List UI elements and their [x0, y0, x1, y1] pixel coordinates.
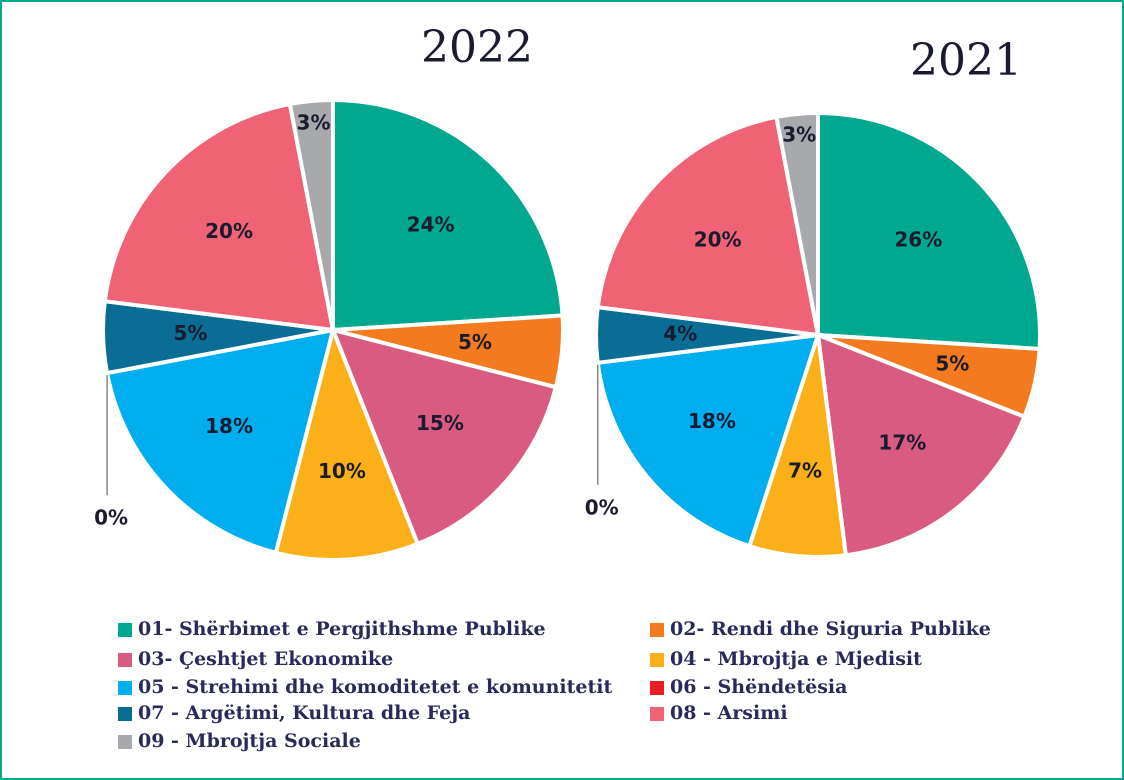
data-label: 3% — [782, 123, 816, 147]
data-label: 18% — [688, 409, 736, 433]
data-label: 3% — [297, 110, 331, 134]
legend-swatch — [650, 707, 664, 721]
data-label: 0% — [585, 495, 619, 519]
pie-slice — [595, 114, 821, 338]
pie-slice — [595, 332, 821, 549]
pie-slice — [102, 101, 336, 333]
legend-label: 03- Çeshtjet Ekonomike — [138, 648, 393, 670]
pie-slice — [287, 97, 335, 331]
pie-slice — [815, 331, 1028, 558]
data-label: 24% — [407, 213, 455, 237]
legend-swatch — [650, 681, 664, 695]
legend-swatch — [650, 623, 664, 637]
data-label: 15% — [416, 411, 464, 435]
legend-swatch — [118, 623, 132, 637]
legend-label: 09 - Mbrojtja Sociale — [138, 730, 361, 752]
legend-label: 08 - Arsimi — [670, 702, 788, 724]
pie-slice — [104, 327, 336, 556]
legend-label: 04 - Mbrojtja e Mjedisit — [670, 648, 922, 670]
data-label: 10% — [318, 459, 366, 483]
data-label: 5% — [458, 330, 492, 354]
data-label: 20% — [205, 219, 253, 243]
legend-label: 07 - Argëtimi, Kultura dhe Feja — [138, 702, 470, 724]
legend-swatch — [118, 735, 132, 749]
legend-swatch — [118, 681, 132, 695]
data-label: 20% — [694, 227, 742, 251]
data-label: 5% — [935, 352, 969, 376]
data-label: 5% — [173, 321, 207, 345]
chart-title: 2022 — [421, 22, 533, 73]
legend-swatch — [118, 707, 132, 721]
pie-slice — [816, 110, 1042, 352]
data-label: 0% — [94, 506, 128, 530]
pie-slice — [273, 323, 421, 562]
pie-slice — [774, 110, 820, 336]
pie-slice — [329, 327, 559, 547]
data-label: 7% — [788, 459, 822, 483]
data-label: 18% — [205, 414, 253, 438]
legend-label: 01- Shërbimet e Pergjithshme Publike — [138, 618, 546, 640]
legend-label: 05 - Strehimi dhe komoditetet e komunite… — [138, 676, 613, 698]
data-label: 17% — [878, 430, 926, 454]
data-label: 26% — [894, 227, 942, 251]
chart-title: 2021 — [910, 35, 1022, 86]
legend-label: 02- Rendi dhe Siguria Publike — [670, 618, 991, 640]
legend-swatch — [650, 653, 664, 667]
data-label: 4% — [663, 322, 697, 346]
legend-swatch — [118, 653, 132, 667]
pie-slice — [331, 97, 565, 333]
legend-label: 06 - Shëndetësia — [670, 676, 847, 698]
